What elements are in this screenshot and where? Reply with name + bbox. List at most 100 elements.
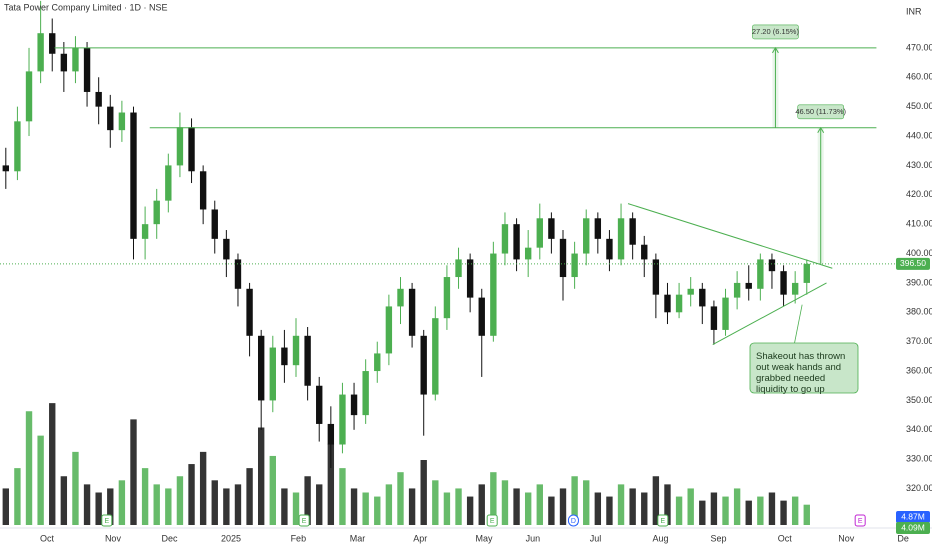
event-label: E: [302, 518, 307, 525]
candle-body: [559, 238, 567, 278]
candle-body: [455, 259, 462, 278]
volume-bar: [501, 480, 509, 525]
volume-bar: [95, 492, 102, 525]
volume-bar: [83, 484, 91, 525]
y-tick-label: 410.00: [906, 219, 932, 229]
candle-body: [594, 218, 602, 239]
x-tick-label: Nov: [838, 533, 855, 543]
candle-body: [153, 200, 160, 225]
volume-bar: [733, 488, 741, 525]
candle-body: [281, 347, 288, 366]
volume-bar: [153, 484, 160, 525]
chart-title: Tata Power Company Limited · 1D · NSE: [4, 2, 168, 12]
volume-bar: [211, 480, 218, 525]
volume-bar: [722, 496, 729, 525]
candle-body: [641, 244, 648, 260]
candle-body: [257, 335, 265, 401]
volume-bar: [524, 492, 532, 525]
volume-bar: [641, 492, 648, 525]
candle-body: [165, 165, 172, 201]
candle-body: [675, 294, 683, 313]
y-tick-label: 440.00: [906, 130, 932, 140]
volume-bar: [49, 403, 56, 525]
volume-bar: [223, 488, 230, 525]
volume-bar: [130, 419, 137, 525]
volume-bar: [188, 464, 195, 525]
volume-bar: [304, 476, 311, 525]
event-badge: [854, 514, 866, 527]
volume-bar: [60, 476, 68, 525]
x-tick-label: Jul: [590, 533, 602, 543]
volume-bar: [141, 468, 149, 525]
volume-bar: [432, 480, 439, 525]
y-tick-label: 330.00: [906, 454, 932, 464]
volume-bar: [37, 435, 44, 525]
x-tick-label: Oct: [778, 533, 793, 543]
candle-body: [350, 394, 358, 416]
candle-body: [699, 288, 706, 307]
candle-body: [339, 394, 346, 445]
candle-body: [548, 218, 555, 239]
candle-body: [583, 218, 590, 254]
measure-label-box: [797, 104, 845, 120]
axis-value-label: 4.87M: [901, 511, 925, 521]
candle-body: [733, 282, 741, 298]
volume-bar: [675, 496, 683, 525]
candle-body: [130, 112, 137, 239]
y-tick-label: 390.00: [906, 277, 932, 287]
y-tick-label: 340.00: [906, 424, 932, 434]
candle-body: [490, 253, 497, 336]
candle-body: [501, 224, 509, 254]
candle-body: [513, 224, 520, 260]
candle-body: [420, 335, 427, 395]
volume-bar: [466, 496, 474, 525]
y-tick-label: 350.00: [906, 395, 932, 405]
axis-value-tag: [896, 522, 930, 534]
candle-body: [107, 106, 114, 131]
volume-bar: [269, 455, 276, 525]
candle-body: [385, 306, 393, 354]
event-label: E: [858, 518, 863, 525]
volume-bar: [281, 488, 288, 525]
x-tick-label: Mar: [350, 533, 366, 543]
y-tick-label: 320.00: [906, 483, 932, 493]
volume-bar: [199, 451, 207, 525]
volume-bar: [14, 468, 21, 525]
volume-bar: [513, 488, 520, 525]
x-tick-label: Sep: [711, 533, 727, 543]
candle-body: [606, 238, 613, 260]
y-tick-label: 450.00: [906, 101, 932, 111]
event-badge: [657, 514, 669, 527]
x-tick-label: Aug: [653, 533, 669, 543]
x-tick-label: 2025: [221, 533, 241, 543]
event-badge: [486, 514, 498, 527]
candle-body: [397, 288, 404, 307]
candle-body: [2, 165, 9, 172]
volume-bar: [629, 488, 636, 525]
volume-bar: [420, 460, 427, 525]
candle-body: [664, 294, 671, 313]
volume-bar: [327, 443, 335, 525]
candle-body: [374, 353, 381, 372]
candle-body: [536, 218, 543, 248]
volume-bar: [118, 480, 126, 525]
candle-body: [118, 112, 126, 131]
measure-label: 46.50 (11.73%): [795, 107, 846, 116]
axis-value-tag: [896, 511, 930, 523]
volume-bar: [2, 488, 9, 525]
callout-pointer: [793, 304, 803, 346]
candle-body: [803, 263, 810, 283]
x-tick-label: De: [897, 533, 909, 543]
volume-bar: [768, 492, 776, 525]
candle-body: [14, 121, 21, 172]
measure-arrowhead: [772, 46, 779, 54]
axes: 320.00 330.00 340.00 350.00 360.00 370.00 380.…: [40, 42, 932, 543]
y-tick-label: 460.00: [906, 72, 932, 82]
candle-body: [478, 297, 485, 336]
candle-body: [432, 318, 439, 395]
volume-bar: [583, 480, 590, 525]
candle-body: [199, 171, 207, 210]
